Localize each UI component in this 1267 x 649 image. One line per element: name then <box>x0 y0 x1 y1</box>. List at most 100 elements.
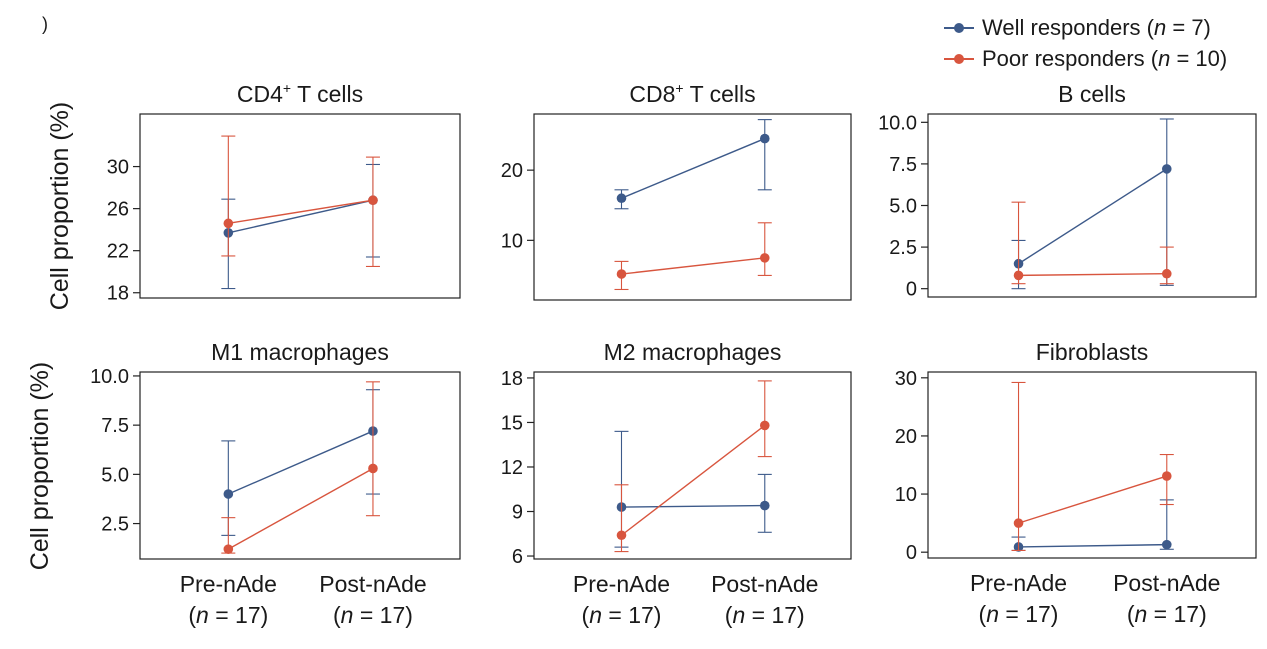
legend-swatch-poor <box>944 49 974 69</box>
plot-frame <box>533 113 852 301</box>
y-tick-label: 2.5 <box>889 237 917 259</box>
y-tick-label: 15 <box>501 412 523 434</box>
y-tick-label: 6 <box>512 546 523 568</box>
y-axis-label-top: Cell proportion (%) <box>46 102 74 310</box>
panel-letter-fragment: ) <box>42 14 48 34</box>
data-point-well <box>759 500 770 511</box>
y-tick-label: 20 <box>501 160 523 182</box>
series-line-poor <box>1018 475 1167 524</box>
x-tick-n-label: (n = 17) <box>1127 601 1207 627</box>
legend-swatch-well <box>944 18 974 38</box>
panel-title: Fibroblasts <box>1036 339 1148 365</box>
y-tick-label: 10.0 <box>878 112 917 134</box>
series-line-well <box>228 199 374 234</box>
data-point-poor <box>223 218 234 229</box>
y-tick-label: 9 <box>512 502 523 524</box>
series-poor <box>614 380 772 553</box>
panel-title: CD8+ T cells <box>629 80 755 107</box>
data-point-well <box>223 489 234 499</box>
y-tick-label: 18 <box>107 283 129 305</box>
x-tick-n-label: (n = 17) <box>333 602 413 628</box>
y-tick-label: 30 <box>107 157 129 179</box>
y-tick-label: 0 <box>906 279 917 301</box>
series-well <box>1011 118 1174 290</box>
data-point-poor <box>1013 518 1024 528</box>
panel-2: CD8+ T cells 10 20 <box>501 80 852 301</box>
y-tick-label: 0 <box>906 542 917 564</box>
data-point-poor <box>759 420 770 431</box>
x-tick-label: Post-nAde <box>1113 570 1220 596</box>
data-point-well <box>759 133 770 144</box>
legend: Well responders (n = 7) Poor responders … <box>944 12 1227 74</box>
series-poor <box>614 222 772 291</box>
series-poor <box>1011 381 1174 551</box>
panel-4: M1 macrophages 2.5 5.0 7.5 10.0 Pre-nAde (n = … <box>90 339 461 628</box>
series-line-well <box>621 137 766 199</box>
data-point-poor <box>616 269 627 279</box>
series-line-well <box>1018 543 1167 548</box>
series-well <box>221 163 380 290</box>
plot-frame <box>533 371 852 560</box>
data-point-poor <box>1013 270 1024 281</box>
data-point-poor <box>1161 268 1172 279</box>
legend-label-poor: Poor responders (n = 10) <box>982 46 1228 71</box>
panel-5: M2 macrophages 6 9 12 15 18 Pre-nAde (n = 17) Po… <box>501 339 852 628</box>
data-point-poor <box>368 463 378 474</box>
series-line-poor <box>228 199 374 225</box>
x-tick-n-label: (n = 17) <box>979 601 1059 627</box>
x-tick-label: Pre-nAde <box>573 571 670 597</box>
series-well <box>221 389 380 536</box>
panel-title: M2 macrophages <box>604 339 782 365</box>
data-point-well <box>1161 164 1172 174</box>
x-tick-label: Post-nAde <box>711 571 818 597</box>
series-line-poor <box>1018 273 1167 277</box>
y-tick-label: 10 <box>501 230 523 252</box>
panel-title: B cells <box>1058 81 1126 107</box>
legend-item-well: Well responders (n = 7) <box>944 12 1227 43</box>
y-axis-label-bottom: Cell proportion (%) <box>26 362 54 570</box>
data-point-poor <box>616 530 627 541</box>
series-well <box>614 119 772 210</box>
y-tick-label: 12 <box>501 457 523 479</box>
y-tick-label: 7.5 <box>889 154 917 176</box>
x-tick-n-label: (n = 17) <box>582 602 662 628</box>
panel-title: CD4+ T cells <box>237 80 363 107</box>
series-poor <box>221 135 380 268</box>
data-point-well <box>1161 539 1172 550</box>
series-line-well <box>621 504 765 508</box>
data-point-well <box>616 193 627 204</box>
x-tick-n-label: (n = 17) <box>725 602 805 628</box>
series-line-poor <box>621 257 765 275</box>
plot-frame <box>139 371 461 560</box>
panel-6: Fibroblasts 0 10 20 30 Pre-nAde (n = 17) Post-n… <box>895 339 1257 627</box>
x-tick-label: Pre-nAde <box>970 570 1067 596</box>
data-point-poor <box>368 195 378 206</box>
y-tick-label: 5.0 <box>889 196 917 218</box>
plot-frame <box>927 371 1257 559</box>
y-tick-label: 26 <box>107 199 129 221</box>
y-tick-label: 10 <box>895 484 917 506</box>
legend-item-poor: Poor responders (n = 10) <box>944 43 1227 74</box>
plot-frame <box>927 113 1257 298</box>
y-tick-label: 2.5 <box>101 514 129 536</box>
data-point-poor <box>223 544 234 554</box>
y-tick-label: 30 <box>895 368 917 390</box>
series-poor <box>1011 201 1174 285</box>
y-tick-label: 20 <box>895 426 917 448</box>
y-tick-label: 7.5 <box>101 415 129 437</box>
y-tick-label: 22 <box>107 241 129 263</box>
x-tick-label: Post-nAde <box>319 571 426 597</box>
series-poor <box>221 381 380 554</box>
panel-title: M1 macrophages <box>211 339 389 365</box>
y-tick-label: 18 <box>501 368 523 390</box>
y-tick-label: 10.0 <box>90 366 129 388</box>
series-line-poor <box>227 467 374 550</box>
legend-label-well: Well responders (n = 7) <box>982 15 1211 40</box>
y-tick-label: 5.0 <box>101 464 129 486</box>
series-well <box>614 430 772 548</box>
panel-3: B cells 0 2.5 5.0 7.5 10.0 <box>878 81 1257 301</box>
series-line-well <box>1018 168 1168 265</box>
plot-frame <box>139 113 461 299</box>
x-tick-label: Pre-nAde <box>180 571 277 597</box>
